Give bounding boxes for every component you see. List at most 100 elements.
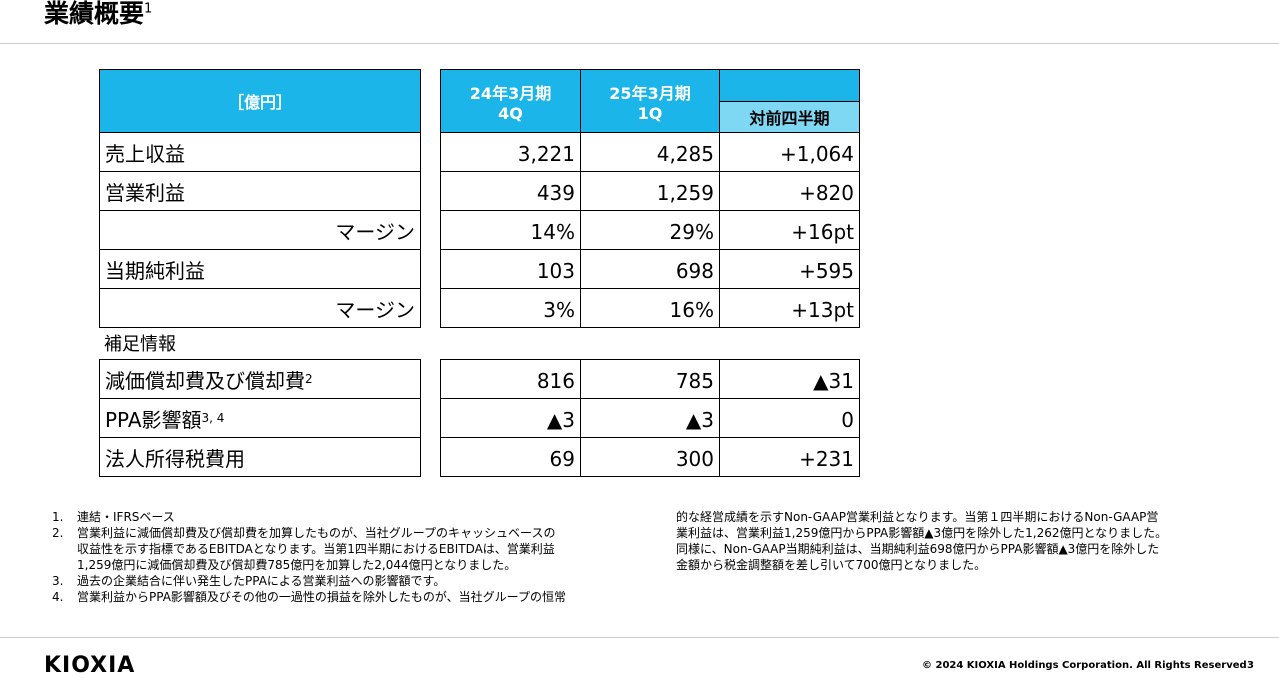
- value-cell: 816: [440, 363, 581, 399]
- column-line1: 24年3月期: [469, 83, 552, 103]
- cell-top: [580, 437, 720, 442]
- value-cell: 0: [719, 402, 860, 438]
- logo: KIOXIA: [44, 653, 136, 678]
- row-label-note: 2: [305, 372, 313, 386]
- row-label: 減価償却費及び償却費 2: [99, 359, 421, 399]
- column-header: 25年3月期 1Q: [580, 69, 720, 133]
- cell-top: [719, 210, 860, 215]
- column-line1: 25年3月期: [609, 83, 691, 103]
- row-label: マージン: [99, 210, 421, 250]
- cell-top: [719, 132, 860, 137]
- footnote-line: 連結・IFRSベース: [77, 510, 175, 524]
- value-cell: 3,221: [440, 136, 581, 172]
- value-cell: 1,259: [580, 175, 720, 211]
- value-cell: 698: [580, 253, 720, 289]
- title-note: 1: [144, 1, 153, 17]
- cell-top: [440, 288, 581, 293]
- value-cell: +16pt: [719, 214, 860, 250]
- cell-top: [719, 249, 860, 254]
- row-label-text: マージン: [335, 219, 415, 244]
- row-label: 売上収益: [99, 132, 421, 172]
- value-cell: 14%: [440, 214, 581, 250]
- value-cell: +595: [719, 253, 860, 289]
- cell-top: [440, 359, 581, 364]
- row-label-text: 営業利益: [105, 180, 185, 205]
- row-label: 営業利益: [99, 171, 421, 211]
- row-label-text: 法人所得税費用: [105, 446, 245, 471]
- cell-top: [719, 398, 860, 403]
- row-label-text: 売上収益: [105, 141, 185, 166]
- value-cell: +231: [719, 441, 860, 477]
- cell-top: [580, 210, 720, 215]
- column-line2: 4Q: [498, 103, 523, 123]
- value-cell: ▲3: [580, 402, 720, 438]
- cell-top: [440, 249, 581, 254]
- footnote-line: 収益性を示す指標であるEBITDAとなります。当第1四半期におけるEBITDAは…: [77, 542, 555, 556]
- row-label-text: 減価償却費及び償却費: [105, 368, 305, 393]
- column-line2: 1Q: [637, 103, 663, 123]
- cell-top: [580, 132, 720, 137]
- row-label-text: 当期純利益: [105, 258, 205, 283]
- footnote-line: 1,259億円に減価償却費及び償却費785億円を加算した2,044億円となりまし…: [77, 558, 517, 572]
- value-cell: 300: [580, 441, 720, 477]
- footnote-line: 同様に、Non-GAAP当期純利益は、当期純利益698億円からPPA影響額▲3億…: [676, 542, 1160, 556]
- change-header: 対前四半期: [719, 101, 860, 133]
- footnote-number: 3.: [52, 574, 64, 588]
- value-cell: 3%: [440, 292, 581, 328]
- footnote-line: 業利益は、営業利益1,259億円からPPA影響額▲3億円を除外した1,262億円…: [676, 526, 1168, 540]
- cell-top: [719, 359, 860, 364]
- cell-top: [440, 132, 581, 137]
- unit: ［億円］: [227, 93, 292, 112]
- cell-top: [719, 437, 860, 442]
- value-cell: ▲31: [719, 363, 860, 399]
- value-cell: 4,285: [580, 136, 720, 172]
- value-cell: 29%: [580, 214, 720, 250]
- row-label: マージン: [99, 288, 421, 328]
- row-label: PPA影響額 3, 4: [99, 398, 421, 438]
- cell-top: [719, 171, 860, 176]
- value-cell: 785: [580, 363, 720, 399]
- change-header-top: [719, 69, 860, 102]
- page-number: 3: [1247, 660, 1254, 671]
- value-cell: +1,064: [719, 136, 860, 172]
- row-label-text: マージン: [335, 297, 415, 322]
- row-label-note: 3, 4: [201, 411, 225, 425]
- cell-top: [580, 171, 720, 176]
- cell-top: [580, 249, 720, 254]
- value-cell: ▲3: [440, 402, 581, 438]
- value-cell: 439: [440, 175, 581, 211]
- value-cell: +820: [719, 175, 860, 211]
- footnote-line: 営業利益からPPA影響額及びその他の一過性の損益を除外したものが、当社グループの…: [77, 590, 566, 604]
- footnote-number: 4.: [52, 590, 64, 604]
- footnote-number: 1.: [52, 510, 64, 524]
- cell-top: [719, 288, 860, 293]
- row-label: 法人所得税費用: [99, 437, 421, 477]
- row-label-text: PPA影響額: [105, 407, 202, 432]
- cell-top: [440, 171, 581, 176]
- cell-top: [580, 398, 720, 403]
- cell-top: [580, 359, 720, 364]
- column-header: 24年3月期 4Q: [440, 69, 581, 133]
- supplement-title: 補足情報: [104, 334, 176, 355]
- copyright: © 2024 KIOXIA Holdings Corporation. All …: [922, 660, 1247, 671]
- cell-top: [440, 398, 581, 403]
- value-cell: 69: [440, 441, 581, 477]
- footnote-line: 営業利益に減価償却費及び償却費を加算したものが、当社グループのキャッシュベースの: [77, 526, 556, 540]
- cell-top: [440, 437, 581, 442]
- footnote-number: 2.: [52, 526, 64, 540]
- footer-rule: [0, 637, 1279, 638]
- value-cell: 16%: [580, 292, 720, 328]
- cell-top: [440, 210, 581, 215]
- value-cell: +13pt: [719, 292, 860, 328]
- title-text: 業績概要: [44, 0, 145, 28]
- footnote-line: 過去の企業結合に伴い発生したPPAによる営業利益への影響額です。: [77, 574, 446, 588]
- title: 業績概要1: [44, 0, 152, 30]
- value-cell: 103: [440, 253, 581, 289]
- cell-top: [580, 288, 720, 293]
- change-header-text: 対前四半期: [749, 109, 830, 128]
- row-label: 当期純利益: [99, 249, 421, 289]
- unit-header: ［億円］: [99, 69, 421, 133]
- footnote-line: 金額から税金調整額を差し引いて700億円となりました。: [676, 558, 987, 572]
- footnote-line: 的な経営成績を示すNon-GAAP営業利益となります。当第１四半期におけるNon…: [676, 510, 1159, 524]
